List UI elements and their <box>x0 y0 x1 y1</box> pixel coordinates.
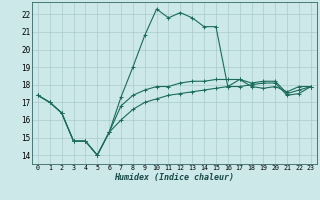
X-axis label: Humidex (Indice chaleur): Humidex (Indice chaleur) <box>115 173 234 182</box>
